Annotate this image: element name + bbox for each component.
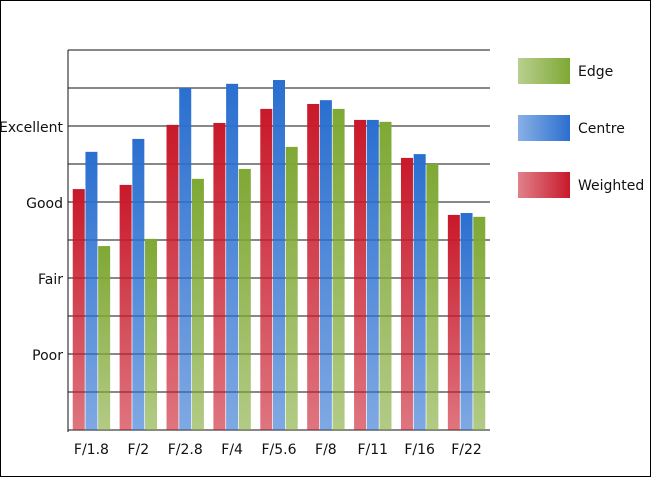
x-tick-label: F/11 xyxy=(357,442,388,458)
bar xyxy=(447,214,460,430)
bar xyxy=(413,154,426,430)
bar xyxy=(366,119,379,431)
bar xyxy=(332,108,345,431)
bar xyxy=(260,108,273,431)
x-tick-label: F/8 xyxy=(315,442,337,458)
x-tick-label: F/4 xyxy=(221,442,243,458)
bar xyxy=(98,246,111,430)
bar xyxy=(285,146,298,430)
bar xyxy=(307,103,320,431)
bar xyxy=(460,213,473,430)
bar xyxy=(132,138,145,431)
x-tick-label: F/16 xyxy=(404,442,435,458)
y-tick-label: Fair xyxy=(38,272,63,288)
bar xyxy=(319,100,332,430)
x-tick-label: F/1.8 xyxy=(74,442,109,458)
bar xyxy=(354,119,367,431)
bar xyxy=(166,124,179,431)
bar xyxy=(238,168,251,430)
bar xyxy=(400,157,413,431)
bar xyxy=(119,184,132,430)
y-tick-label: Good xyxy=(26,196,63,212)
y-tick-label: Poor xyxy=(32,348,63,364)
bar xyxy=(379,121,392,430)
x-tick-label: F/2.8 xyxy=(168,442,203,458)
x-tick-label: F/2 xyxy=(127,442,149,458)
bar xyxy=(191,178,204,430)
bar xyxy=(426,164,439,430)
bar xyxy=(72,189,85,430)
x-tick-label: F/22 xyxy=(451,442,482,458)
legend-label: Centre xyxy=(578,121,625,137)
bar xyxy=(145,238,158,430)
legend-swatch xyxy=(518,58,570,84)
bar xyxy=(179,88,192,430)
bar xyxy=(226,83,239,430)
y-tick-label: Excellent xyxy=(0,120,64,136)
x-tick-label: F/5.6 xyxy=(261,442,296,458)
legend-label: Weighted xyxy=(578,178,644,194)
legend-swatch xyxy=(518,115,570,141)
legend-label: Edge xyxy=(578,64,613,80)
legend-swatch xyxy=(518,172,570,198)
bar xyxy=(273,80,285,431)
bar xyxy=(213,122,226,431)
bar xyxy=(473,216,486,430)
bar xyxy=(85,151,98,430)
